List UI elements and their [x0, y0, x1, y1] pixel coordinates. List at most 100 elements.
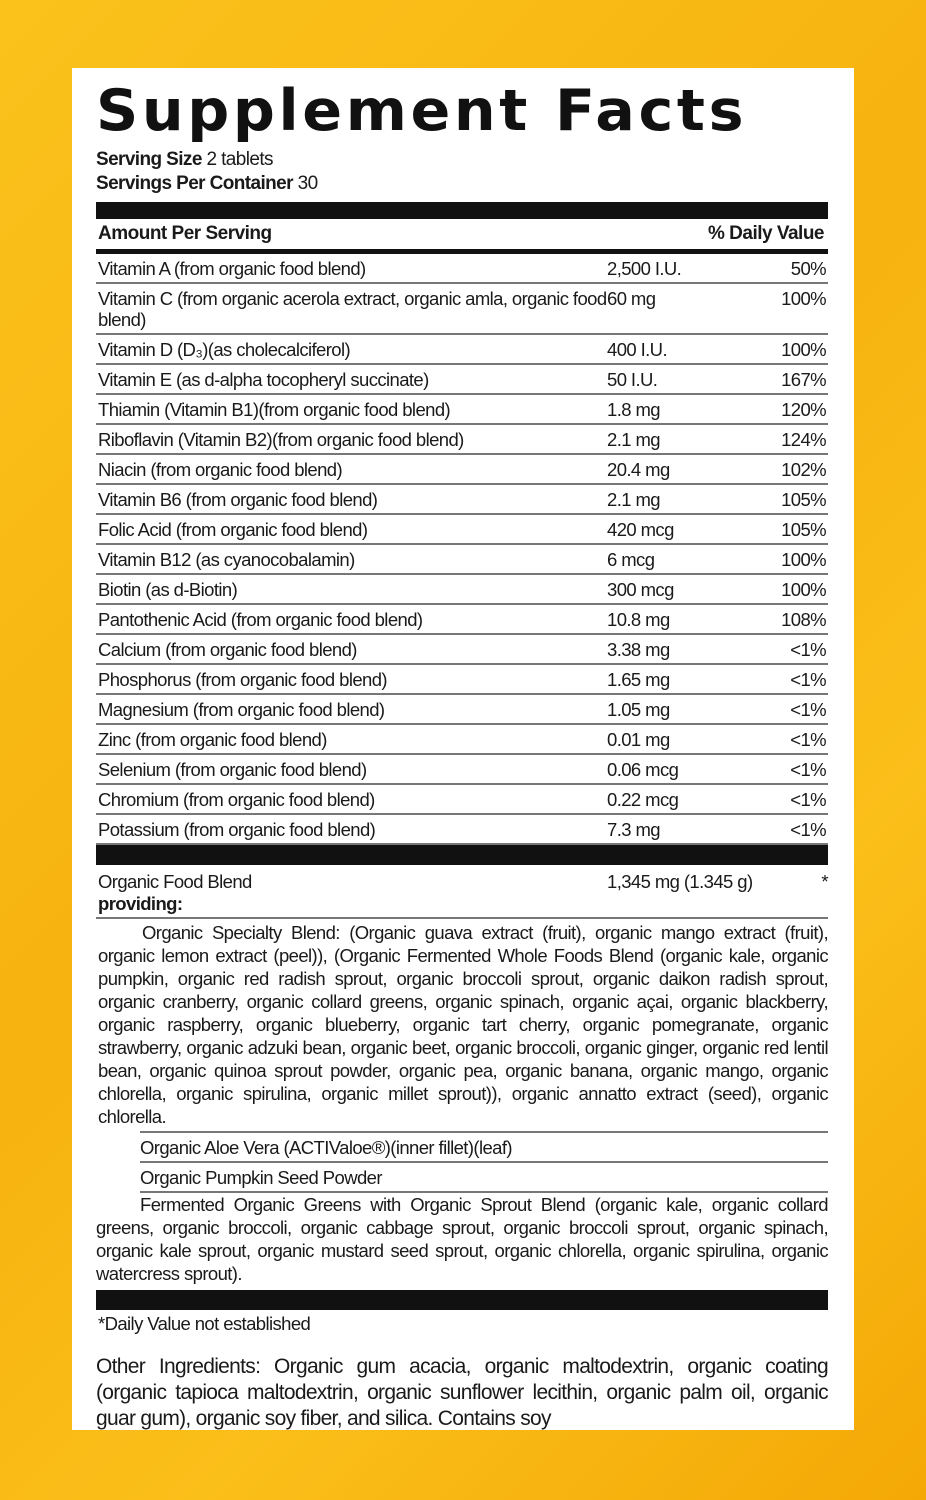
nutrient-daily-value: <1% [790, 639, 826, 660]
nutrient-amount: 2.1 mg [607, 429, 661, 450]
aloe-vera-row: Organic Aloe Vera (ACTIValoe®)(inner fil… [140, 1131, 828, 1161]
nutrient-row: Niacin (from organic food blend) 20.4 mg 1… [96, 455, 828, 485]
nutrient-name: Folic Acid (from organic food blend) [98, 519, 368, 540]
nutrient-daily-value: <1% [790, 789, 826, 810]
nutrient-amount: 0.22 mcg [607, 789, 679, 810]
nutrient-row: Phosphorus (from organic food blend) 1.65… [96, 665, 828, 695]
nutrient-daily-value: 105% [781, 519, 827, 540]
specialty-blend-text: Organic Specialty Blend: (Organic guava … [98, 922, 829, 1127]
nutrient-name: Vitamin D (D₃)(as cholecalciferol) [98, 339, 351, 360]
blend-dv: * [821, 871, 828, 892]
nutrient-name: Selenium (from organic food blend) [98, 759, 367, 780]
nutrient-name: Thiamin (Vitamin B1)(from organic food b… [98, 399, 451, 420]
nutrient-name: Pantothenic Acid (from organic food blen… [98, 609, 423, 630]
servings-per-container: Servings Per Container 30 [96, 172, 828, 196]
blend-name: Organic Food Blend [98, 871, 252, 892]
daily-value-header: % Daily Value [707, 223, 825, 244]
nutrient-amount: 50 I.U. [607, 369, 658, 390]
nutrient-amount: 0.01 mg [607, 729, 670, 750]
nutrient-amount: 0.06 mcg [607, 759, 679, 780]
nutrient-name: Vitamin A (from organic food blend) [98, 258, 366, 279]
nutrient-daily-value: 167% [781, 369, 827, 390]
nutrient-row: Selenium (from organic food blend) 0.06 m… [96, 755, 828, 785]
nutrient-row: Biotin (as d-Biotin) 300 mcg 100% [96, 575, 828, 605]
nutrient-name: Vitamin B12 (as cyanocobalamin) [98, 549, 355, 570]
nutrient-row: Vitamin B12 (as cyanocobalamin) 6 mcg 100% [96, 545, 828, 575]
blend-amount: 1,345 mg (1.345 g) [607, 871, 753, 892]
divider-bar [96, 202, 828, 219]
nutrient-name: Vitamin B6 (from organic food blend) [98, 489, 378, 510]
nutrient-row: Calcium (from organic food blend) 3.38 mg… [96, 635, 828, 665]
nutrient-table: Vitamin A (from organic food blend) 2,500… [96, 254, 828, 845]
nutrient-row: Chromium (from organic food blend) 0.22 m… [96, 785, 828, 815]
serving-size-value: 2 tablets [206, 149, 273, 170]
nutrient-amount: 1.05 mg [607, 699, 670, 720]
nutrient-row: Folic Acid (from organic food blend) 420 … [96, 515, 828, 545]
nutrient-amount: 420 mcg [607, 519, 674, 540]
blend-name-cell: Organic Food Blend providing: [98, 871, 607, 915]
amount-per-serving-header: Amount Per Serving [98, 223, 272, 244]
nutrient-daily-value: 50% [790, 258, 827, 279]
servings-per-container-value: 30 [297, 173, 319, 194]
footnote: *Daily Value not established [98, 1313, 311, 1334]
nutrient-name: Riboflavin (Vitamin B2)(from organic foo… [98, 429, 464, 450]
nutrient-name: Zinc (from organic food blend) [98, 729, 327, 750]
nutrient-name: Phosphorus (from organic food blend) [98, 669, 388, 690]
other-ingredients: Other Ingredients: Organic gum acacia, o… [96, 1355, 829, 1430]
pumpkin-seed-row: Organic Pumpkin Seed Powder [140, 1161, 828, 1191]
nutrient-amount: 60 mg [607, 288, 656, 309]
nutrient-name: Biotin (as d-Biotin) [98, 579, 238, 600]
nutrient-name: Magnesium (from organic food blend) [98, 699, 385, 720]
nutrient-name: Vitamin E (as d-alpha tocopheryl succina… [98, 369, 429, 390]
divider-bar [96, 1290, 828, 1310]
nutrient-daily-value: 108% [781, 609, 827, 630]
nutrient-name: Vitamin C (from organic acerola extract,… [98, 288, 607, 330]
nutrient-amount: 7.3 mg [607, 819, 661, 840]
nutrient-name: Chromium (from organic food blend) [98, 789, 375, 810]
blend-row: Organic Food Blend providing: 1,345 mg (1… [96, 865, 829, 919]
nutrient-row: Vitamin B6 (from organic food blend) 2.1 … [96, 485, 828, 515]
greens-row: Fermented Organic Greens with Organic Sp… [96, 1194, 829, 1284]
serving-size: Serving Size 2 tablets [96, 148, 828, 172]
supplement-facts-panel: Supplement Facts Serving Size 2 tablets … [72, 68, 854, 1430]
nutrient-daily-value: 100% [781, 549, 827, 570]
nutrient-daily-value: 105% [781, 489, 827, 510]
nutrient-daily-value: 124% [781, 429, 827, 450]
nutrient-row: Potassium (from organic food blend) 7.3 m… [96, 815, 828, 845]
nutrient-amount: 1.8 mg [607, 399, 661, 420]
servings-per-container-label: Servings Per Container [96, 173, 294, 194]
nutrient-amount: 2,500 I.U. [607, 258, 682, 279]
nutrient-row: Zinc (from organic food blend) 0.01 mg <1% [96, 725, 828, 755]
nutrient-daily-value: <1% [790, 729, 826, 750]
nutrient-daily-value: 100% [781, 339, 827, 360]
nutrient-amount: 6 mcg [607, 549, 655, 570]
nutrient-daily-value: <1% [790, 699, 826, 720]
nutrient-row: Riboflavin (Vitamin B2)(from organic foo… [96, 425, 828, 455]
nutrient-daily-value: <1% [790, 669, 826, 690]
nutrient-daily-value: 100% [781, 579, 827, 600]
nutrient-row: Vitamin A (from organic food blend) 2,500… [96, 254, 828, 284]
nutrient-amount: 10.8 mg [607, 609, 670, 630]
nutrient-daily-value: 102% [781, 459, 827, 480]
nutrient-row: Thiamin (Vitamin B1)(from organic food b… [96, 395, 828, 425]
nutrient-row: Vitamin C (from organic acerola extract,… [96, 284, 828, 335]
nutrient-row: Vitamin E (as d-alpha tocopheryl succina… [96, 365, 828, 395]
divider-bar [96, 845, 828, 865]
serving-size-label: Serving Size [96, 149, 202, 170]
blend-providing: providing: [98, 893, 183, 914]
nutrient-daily-value: 100% [781, 288, 827, 309]
nutrient-name: Calcium (from organic food blend) [98, 639, 357, 660]
nutrient-daily-value: 120% [781, 399, 827, 420]
nutrient-row: Pantothenic Acid (from organic food blen… [96, 605, 828, 635]
nutrient-amount: 20.4 mg [607, 459, 670, 480]
nutrient-amount: 300 mcg [607, 579, 674, 600]
nutrient-name: Potassium (from organic food blend) [98, 819, 376, 840]
divider-line [140, 1191, 828, 1193]
nutrient-row: Vitamin D (D₃)(as cholecalciferol) 400 I.… [96, 335, 828, 365]
page-title: Supplement Facts [96, 78, 748, 144]
nutrient-daily-value: <1% [790, 759, 826, 780]
nutrient-amount: 1.65 mg [607, 669, 670, 690]
table-header: Amount Per Serving % Daily Value [96, 219, 828, 254]
nutrient-amount: 3.38 mg [607, 639, 670, 660]
nutrient-amount: 400 I.U. [607, 339, 668, 360]
